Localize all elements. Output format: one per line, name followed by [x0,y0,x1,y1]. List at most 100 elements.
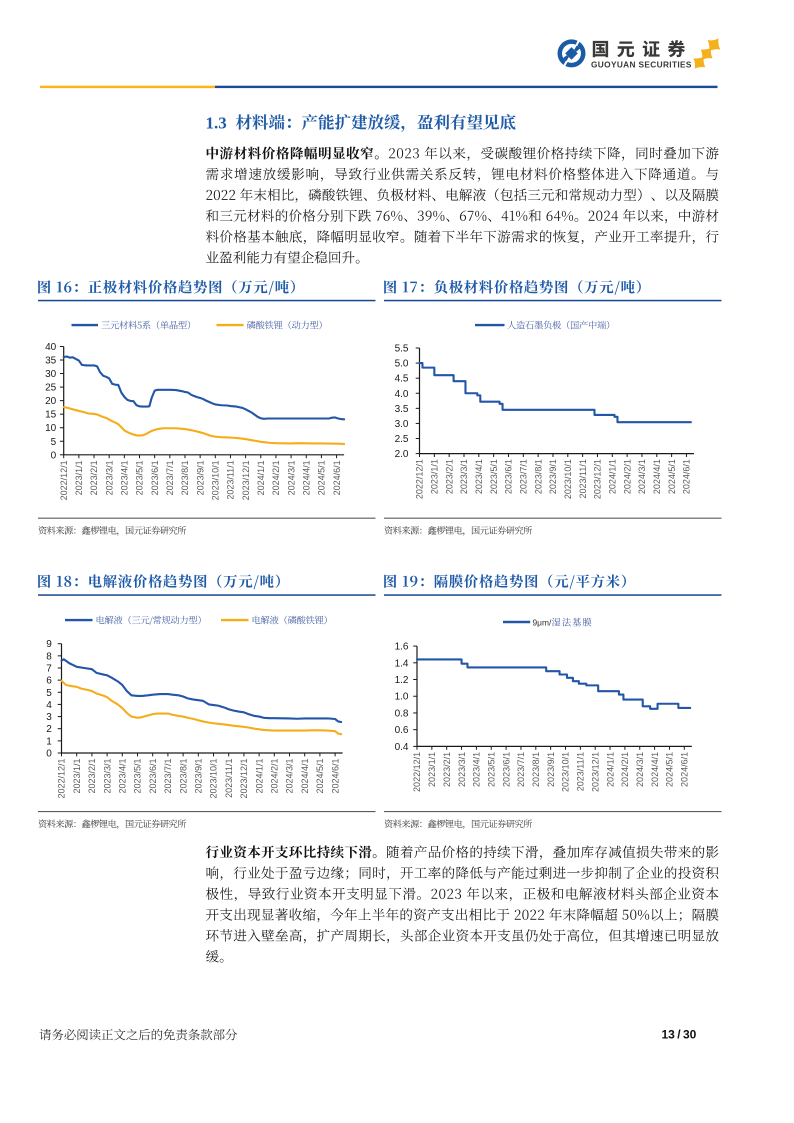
svg-text:2023/5/1: 2023/5/1 [486,752,496,787]
svg-text:2023/5/1: 2023/5/1 [133,759,143,794]
svg-text:2023/10/1: 2023/10/1 [209,759,219,799]
svg-text:2023/4/1: 2023/4/1 [118,759,128,794]
svg-text:2024/6/1: 2024/6/1 [680,752,690,787]
svg-text:5: 5 [46,688,52,699]
svg-text:2024/4/1: 2024/4/1 [652,459,662,494]
svg-text:2023/2/1: 2023/2/1 [89,460,99,495]
svg-text:2023/2/1: 2023/2/1 [444,459,454,494]
svg-text:2023/11/1: 2023/11/1 [226,460,236,499]
svg-text:2023/11/1: 2023/11/1 [578,459,588,498]
svg-text:2024/2/1: 2024/2/1 [622,459,632,494]
svg-text:2024/3/1: 2024/3/1 [286,460,296,495]
svg-text:2024/4/1: 2024/4/1 [301,460,311,495]
svg-text:2.0: 2.0 [395,449,409,460]
svg-text:2024/1/1: 2024/1/1 [254,759,264,794]
svg-text:2023/7/1: 2023/7/1 [516,752,526,787]
svg-text:2023/11/1: 2023/11/1 [576,752,586,791]
svg-text:2024/3/1: 2024/3/1 [285,759,295,794]
svg-text:2023/9/1: 2023/9/1 [195,460,205,495]
svg-text:0: 0 [51,450,57,461]
svg-text:2023/6/1: 2023/6/1 [150,460,160,495]
svg-text:2022/12/1: 2022/12/1 [59,460,69,500]
svg-text:3.5: 3.5 [395,404,409,415]
svg-text:7: 7 [46,663,52,674]
svg-text:2024/4/1: 2024/4/1 [300,759,310,794]
svg-text:9: 9 [46,639,52,650]
svg-text:2023/6/1: 2023/6/1 [501,752,511,787]
svg-text:5.0: 5.0 [395,359,409,370]
svg-text:2023/10/1: 2023/10/1 [563,459,573,499]
svg-text:1.3: 1.3 [206,113,227,132]
svg-text:5: 5 [51,437,57,448]
svg-text:2023/10/1: 2023/10/1 [561,752,571,792]
svg-text:2023/5/1: 2023/5/1 [135,460,145,495]
svg-text:0.6: 0.6 [395,725,409,736]
svg-text:2024/5/1: 2024/5/1 [315,759,325,794]
svg-text:2023/3/1: 2023/3/1 [102,759,112,794]
svg-text:35: 35 [45,356,57,367]
svg-text:2024/5/1: 2024/5/1 [317,460,327,495]
svg-text:2023/11/1: 2023/11/1 [224,759,234,798]
svg-text:1.0: 1.0 [395,692,409,703]
svg-text:2023/8/1: 2023/8/1 [533,459,543,494]
svg-text:2023/5/1: 2023/5/1 [489,459,499,494]
svg-text:4.0: 4.0 [395,389,409,400]
svg-text:2023/12/1: 2023/12/1 [593,459,603,499]
svg-text:2023/10/1: 2023/10/1 [211,460,221,500]
svg-text:2023/4/1: 2023/4/1 [120,460,130,495]
svg-text:2023/9/1: 2023/9/1 [546,752,556,787]
svg-text:2023/9/1: 2023/9/1 [194,759,204,794]
svg-text:2023/12/1: 2023/12/1 [241,460,251,500]
svg-text:2024/6/1: 2024/6/1 [332,460,342,495]
svg-text:2024/6/1: 2024/6/1 [682,459,692,494]
svg-text:2024/5/1: 2024/5/1 [665,752,675,787]
svg-text:2024/1/1: 2024/1/1 [605,752,615,787]
svg-text:2024/3/1: 2024/3/1 [635,752,645,787]
svg-text:2024/1/1: 2024/1/1 [256,460,266,495]
svg-text:2023/12/1: 2023/12/1 [590,752,600,792]
svg-text:0: 0 [46,749,52,760]
svg-text:2023/3/1: 2023/3/1 [457,752,467,787]
svg-text:2024/1/1: 2024/1/1 [607,459,617,494]
svg-text:30: 30 [45,369,57,380]
svg-text:2023/4/1: 2023/4/1 [474,459,484,494]
svg-text:2024/2/1: 2024/2/1 [270,759,280,794]
svg-text:1.6: 1.6 [395,642,409,653]
svg-text:2023/6/1: 2023/6/1 [148,759,158,794]
svg-text:1.4: 1.4 [395,658,409,669]
svg-text:2023/8/1: 2023/8/1 [531,752,541,787]
svg-text:2023/8/1: 2023/8/1 [180,460,190,495]
svg-text:9μm/: 9μm/ [533,617,552,627]
svg-text:2022/12/1: 2022/12/1 [412,752,422,792]
svg-text:40: 40 [45,342,57,353]
svg-text:2023/3/1: 2023/3/1 [459,459,469,494]
svg-text:13 / 30: 13 / 30 [662,1028,697,1042]
svg-text:2024/4/1: 2024/4/1 [650,752,660,787]
svg-text:25: 25 [45,383,57,394]
svg-text:20: 20 [45,396,57,407]
svg-text:4: 4 [46,700,52,711]
svg-text:2.5: 2.5 [395,434,409,445]
svg-text:2024/6/1: 2024/6/1 [330,759,340,794]
svg-text:2023/4/1: 2023/4/1 [472,752,482,787]
svg-text:2023/1/1: 2023/1/1 [74,460,84,495]
svg-text:2023/3/1: 2023/3/1 [104,460,114,495]
svg-text:10: 10 [45,423,57,434]
svg-text:2022/12/1: 2022/12/1 [57,759,67,799]
svg-text:2023/12/1: 2023/12/1 [239,759,249,799]
svg-text:1.2: 1.2 [395,675,409,686]
svg-text:2023/7/1: 2023/7/1 [165,460,175,495]
svg-text:2023/1/1: 2023/1/1 [427,752,437,787]
svg-text:0.8: 0.8 [395,708,409,719]
svg-text:2023/8/1: 2023/8/1 [178,759,188,794]
svg-text:2023/1/1: 2023/1/1 [430,459,440,494]
svg-text:2023/1/1: 2023/1/1 [72,759,82,794]
svg-text:2023/2/1: 2023/2/1 [442,752,452,787]
svg-text:2024/3/1: 2024/3/1 [637,459,647,494]
svg-text:6: 6 [46,676,52,687]
svg-text:2023/9/1: 2023/9/1 [548,459,558,494]
svg-text:3: 3 [46,712,52,723]
svg-text:2023/7/1: 2023/7/1 [519,459,529,494]
svg-text:4.5: 4.5 [395,374,409,385]
svg-text:GUOYUAN SECURITIES: GUOYUAN SECURITIES [591,59,692,69]
